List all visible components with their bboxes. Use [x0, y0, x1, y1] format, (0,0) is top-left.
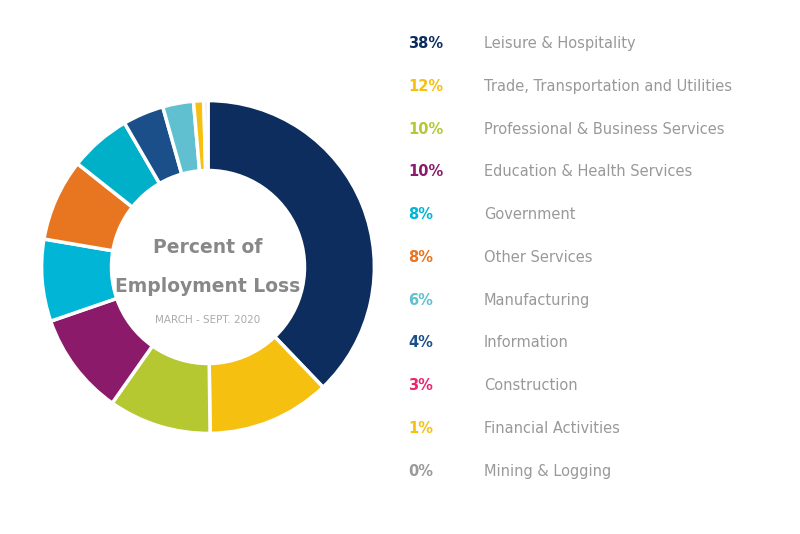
- Wedge shape: [112, 346, 210, 434]
- Text: Mining & Logging: Mining & Logging: [484, 464, 611, 478]
- Text: Leisure & Hospitality: Leisure & Hospitality: [484, 36, 636, 51]
- Text: Education & Health Services: Education & Health Services: [484, 164, 692, 179]
- Wedge shape: [208, 100, 374, 387]
- Wedge shape: [50, 299, 153, 403]
- Text: 6%: 6%: [408, 293, 433, 308]
- Text: 3%: 3%: [408, 378, 433, 393]
- Text: 8%: 8%: [408, 207, 433, 222]
- Text: 4%: 4%: [408, 335, 433, 350]
- Wedge shape: [125, 107, 182, 184]
- Text: 12%: 12%: [408, 79, 443, 94]
- Text: Construction: Construction: [484, 378, 578, 393]
- Text: Trade, Transportation and Utilities: Trade, Transportation and Utilities: [484, 79, 732, 94]
- Text: Manufacturing: Manufacturing: [484, 293, 590, 308]
- Text: Other Services: Other Services: [484, 250, 593, 265]
- Text: 38%: 38%: [408, 36, 443, 51]
- Text: Government: Government: [484, 207, 575, 222]
- Text: Professional & Business Services: Professional & Business Services: [484, 122, 725, 137]
- Text: 0%: 0%: [408, 464, 433, 478]
- Text: 8%: 8%: [408, 250, 433, 265]
- Wedge shape: [42, 239, 117, 321]
- Text: Employment Loss: Employment Loss: [115, 278, 301, 296]
- Text: 1%: 1%: [408, 421, 433, 436]
- Text: Financial Activities: Financial Activities: [484, 421, 620, 436]
- Wedge shape: [194, 100, 206, 171]
- Wedge shape: [78, 123, 159, 207]
- Text: Information: Information: [484, 335, 569, 350]
- Text: 10%: 10%: [408, 164, 443, 179]
- Wedge shape: [204, 100, 208, 170]
- Wedge shape: [44, 164, 132, 251]
- Text: 10%: 10%: [408, 122, 443, 137]
- Text: Percent of: Percent of: [154, 238, 262, 256]
- Wedge shape: [162, 101, 199, 174]
- Wedge shape: [210, 337, 323, 434]
- Text: MARCH - SEPT. 2020: MARCH - SEPT. 2020: [155, 315, 261, 325]
